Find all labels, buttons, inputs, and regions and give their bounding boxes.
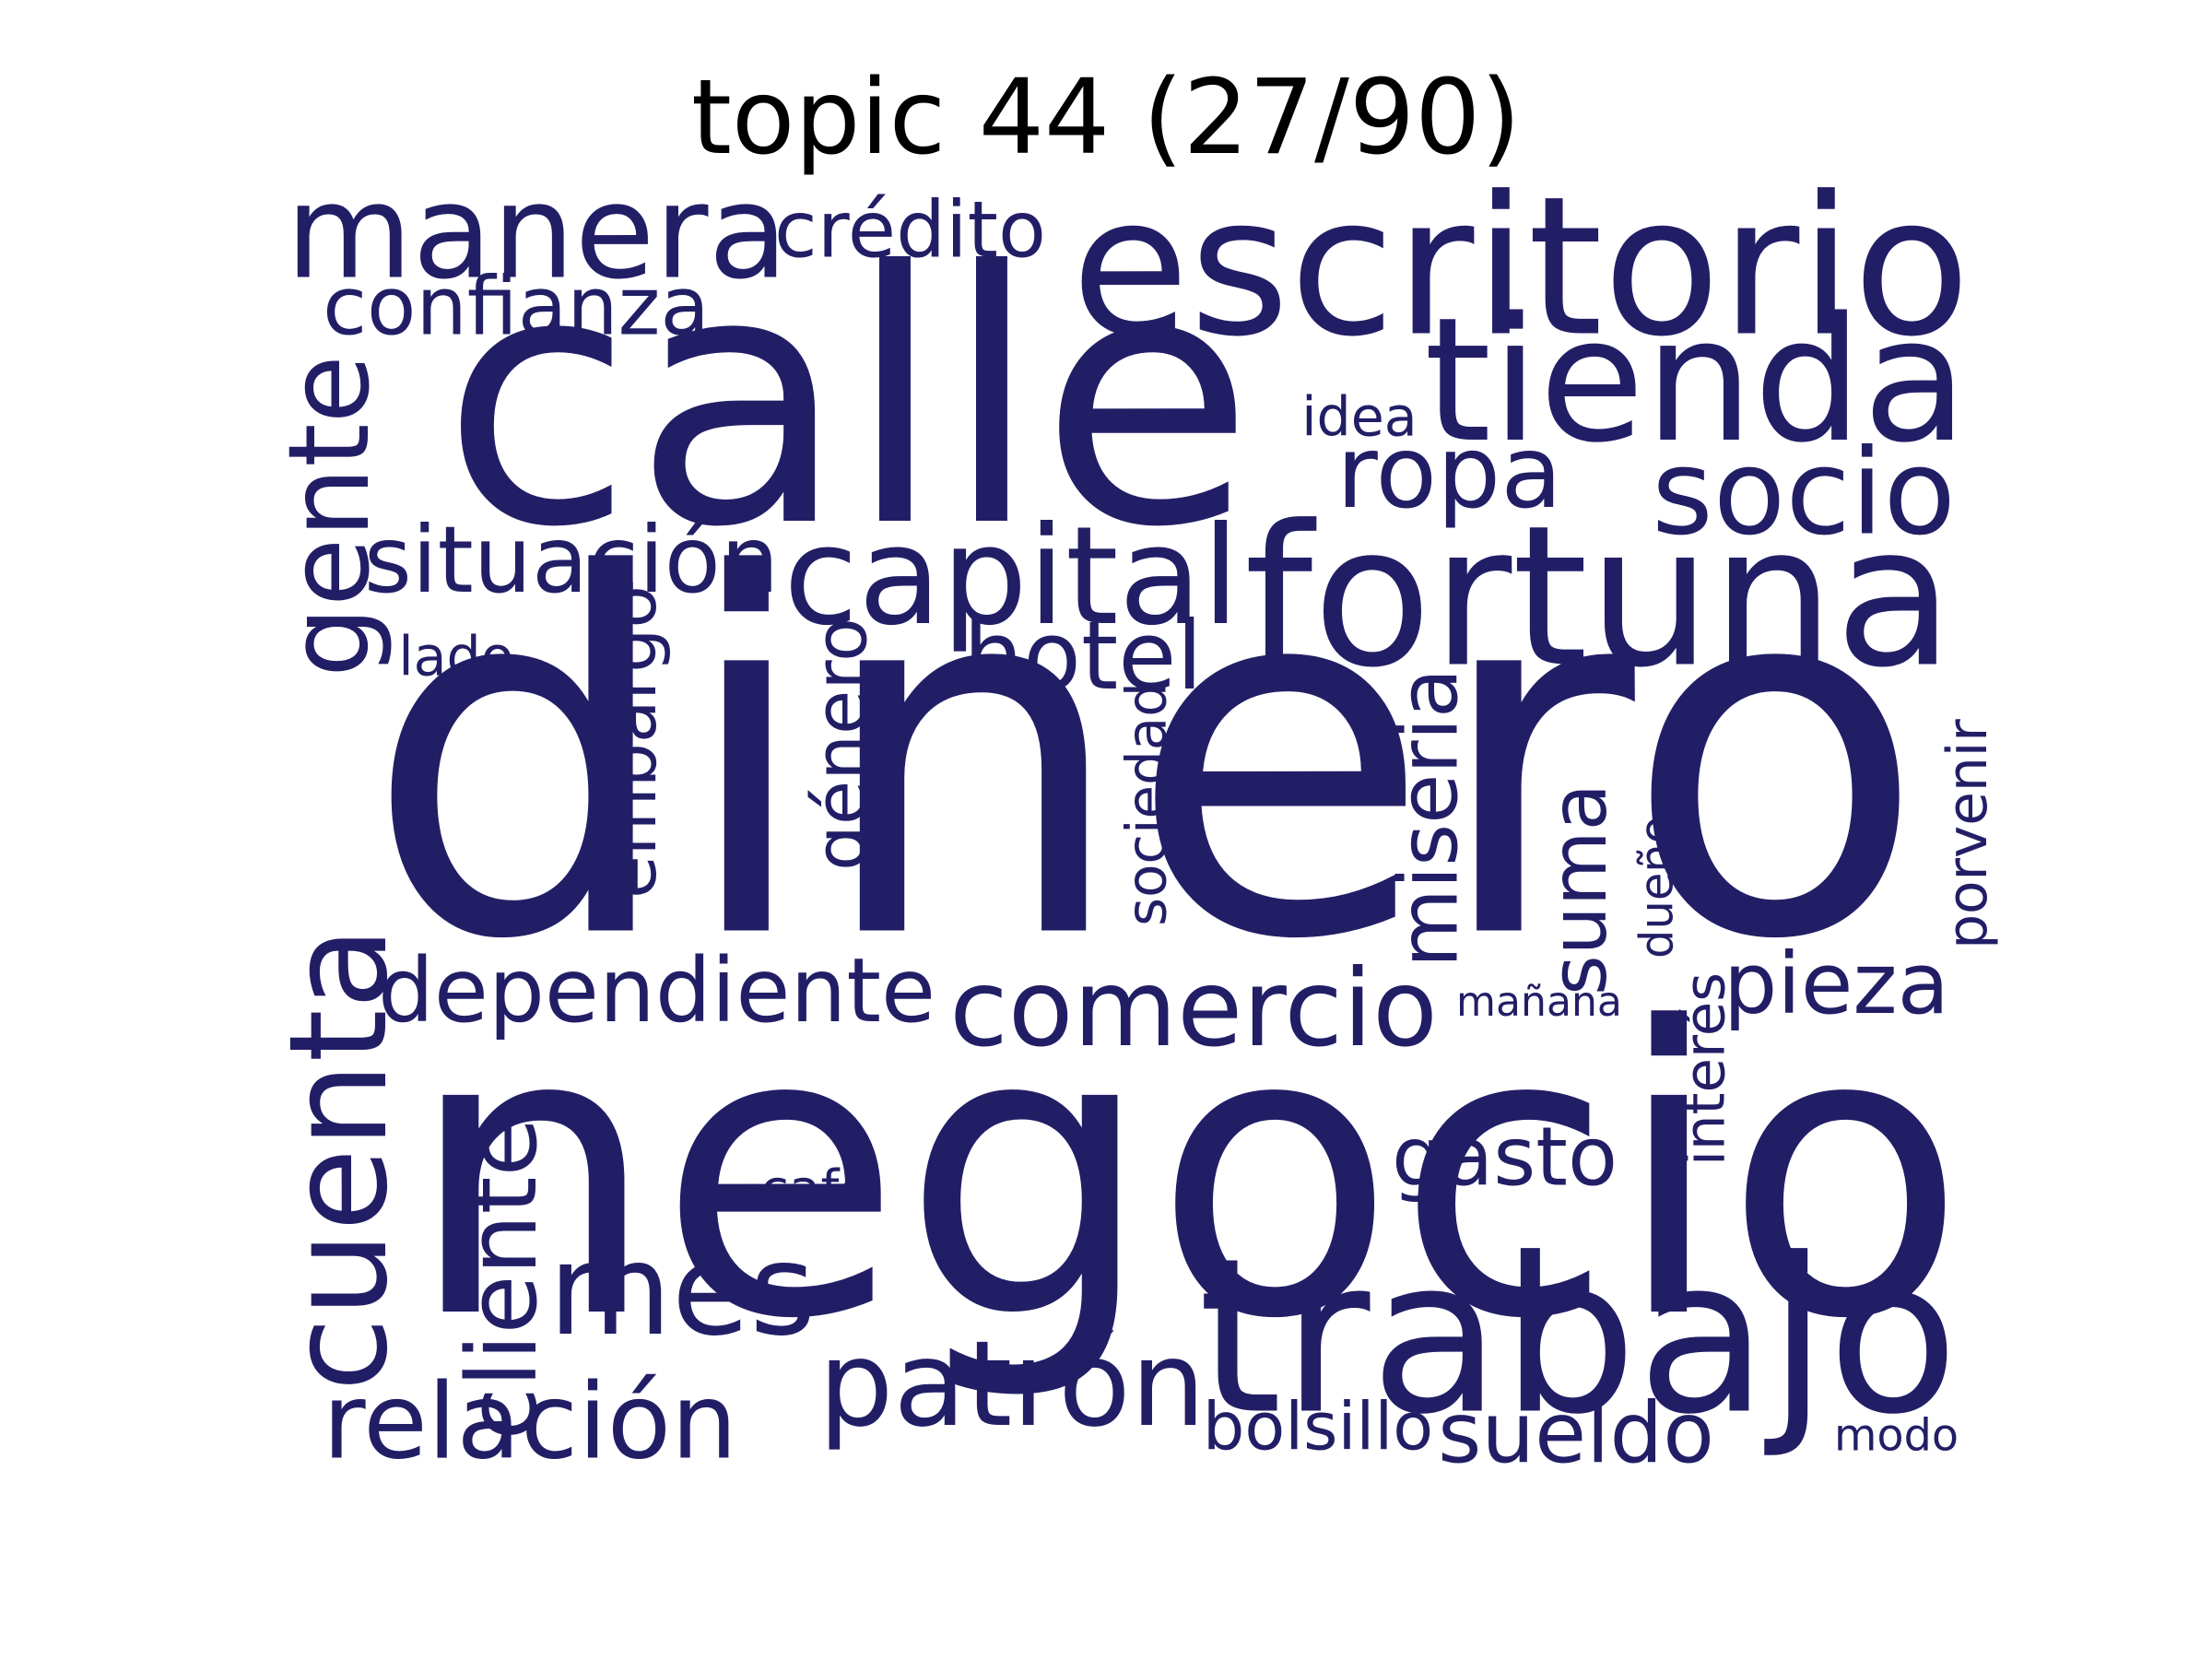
word-dependiente: dependiente (378, 939, 935, 1042)
word-comercio: comercio (949, 947, 1438, 1071)
word-gente: gente (265, 355, 394, 677)
word-porvenir: porvenir (1936, 719, 2000, 949)
word-capital: capital (783, 497, 1240, 655)
word-idea: idea (1301, 386, 1417, 449)
word-ropa: ropa (1336, 414, 1562, 531)
word-socio: socio (1652, 425, 1956, 562)
word-manera: manera (286, 158, 788, 309)
word-embargo: embargo (591, 585, 672, 899)
word-genero: género (799, 618, 884, 871)
word-tienda: tienda (1424, 280, 1968, 480)
word-calle: calle (441, 198, 1254, 604)
word-sueldo: sueldo (1438, 1384, 1714, 1482)
word-modo: modo (1834, 1411, 1959, 1462)
word-dueno: dueño (1630, 816, 1684, 959)
word-negocio: negocio (406, 945, 1966, 1406)
word-dinero: dinero (364, 474, 1926, 1048)
word-patron: patrón (818, 1316, 1206, 1453)
word-confianza: confianza (323, 260, 710, 354)
word-manana: mañana (1456, 979, 1622, 1026)
word-mes: mes (548, 1217, 816, 1364)
word-cafe: café (760, 1159, 871, 1219)
word-sociedad: sociedad (1116, 682, 1180, 926)
word-escritorio: escritorio (1071, 156, 1971, 380)
word-situacion: situación (364, 506, 779, 614)
word-trabajo: trabajo (1198, 1212, 1959, 1462)
word-lado: lado (398, 626, 513, 688)
word-suma: suma (1534, 783, 1624, 995)
chart-title: topic 44 (27/90) (690, 58, 1522, 178)
word-cliente: cliente (446, 1117, 559, 1440)
word-interes: interés (1673, 972, 1738, 1166)
word-cuenta: cuenta (260, 926, 418, 1392)
word-hotel: hotel (963, 602, 1203, 712)
word-fortuna: fortuna (1244, 484, 1954, 711)
word-relacion: relación (323, 1361, 737, 1483)
word-miseria: miseria (1382, 668, 1477, 968)
word-gasto: gasto (1392, 1110, 1618, 1205)
word-pieza: pieza (1724, 935, 1949, 1033)
word-bolsillo: bolsillo (1203, 1388, 1433, 1465)
word-credito: crédito (774, 185, 1046, 276)
